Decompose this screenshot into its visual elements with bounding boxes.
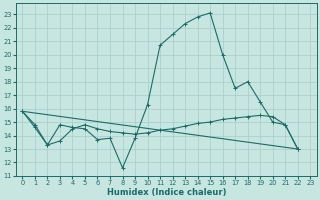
- X-axis label: Humidex (Indice chaleur): Humidex (Indice chaleur): [107, 188, 226, 197]
